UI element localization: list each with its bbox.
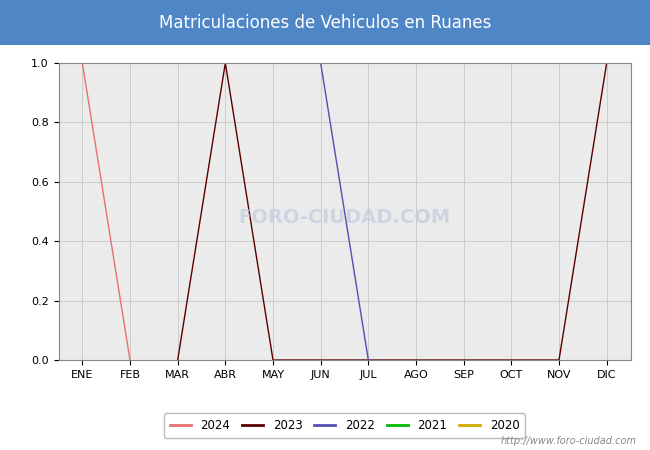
Text: Matriculaciones de Vehiculos en Ruanes: Matriculaciones de Vehiculos en Ruanes [159,14,491,32]
Text: FORO-CIUDAD.COM: FORO-CIUDAD.COM [239,208,450,227]
Text: http://www.foro-ciudad.com: http://www.foro-ciudad.com [501,436,637,446]
Legend: 2024, 2023, 2022, 2021, 2020: 2024, 2023, 2022, 2021, 2020 [164,414,525,438]
